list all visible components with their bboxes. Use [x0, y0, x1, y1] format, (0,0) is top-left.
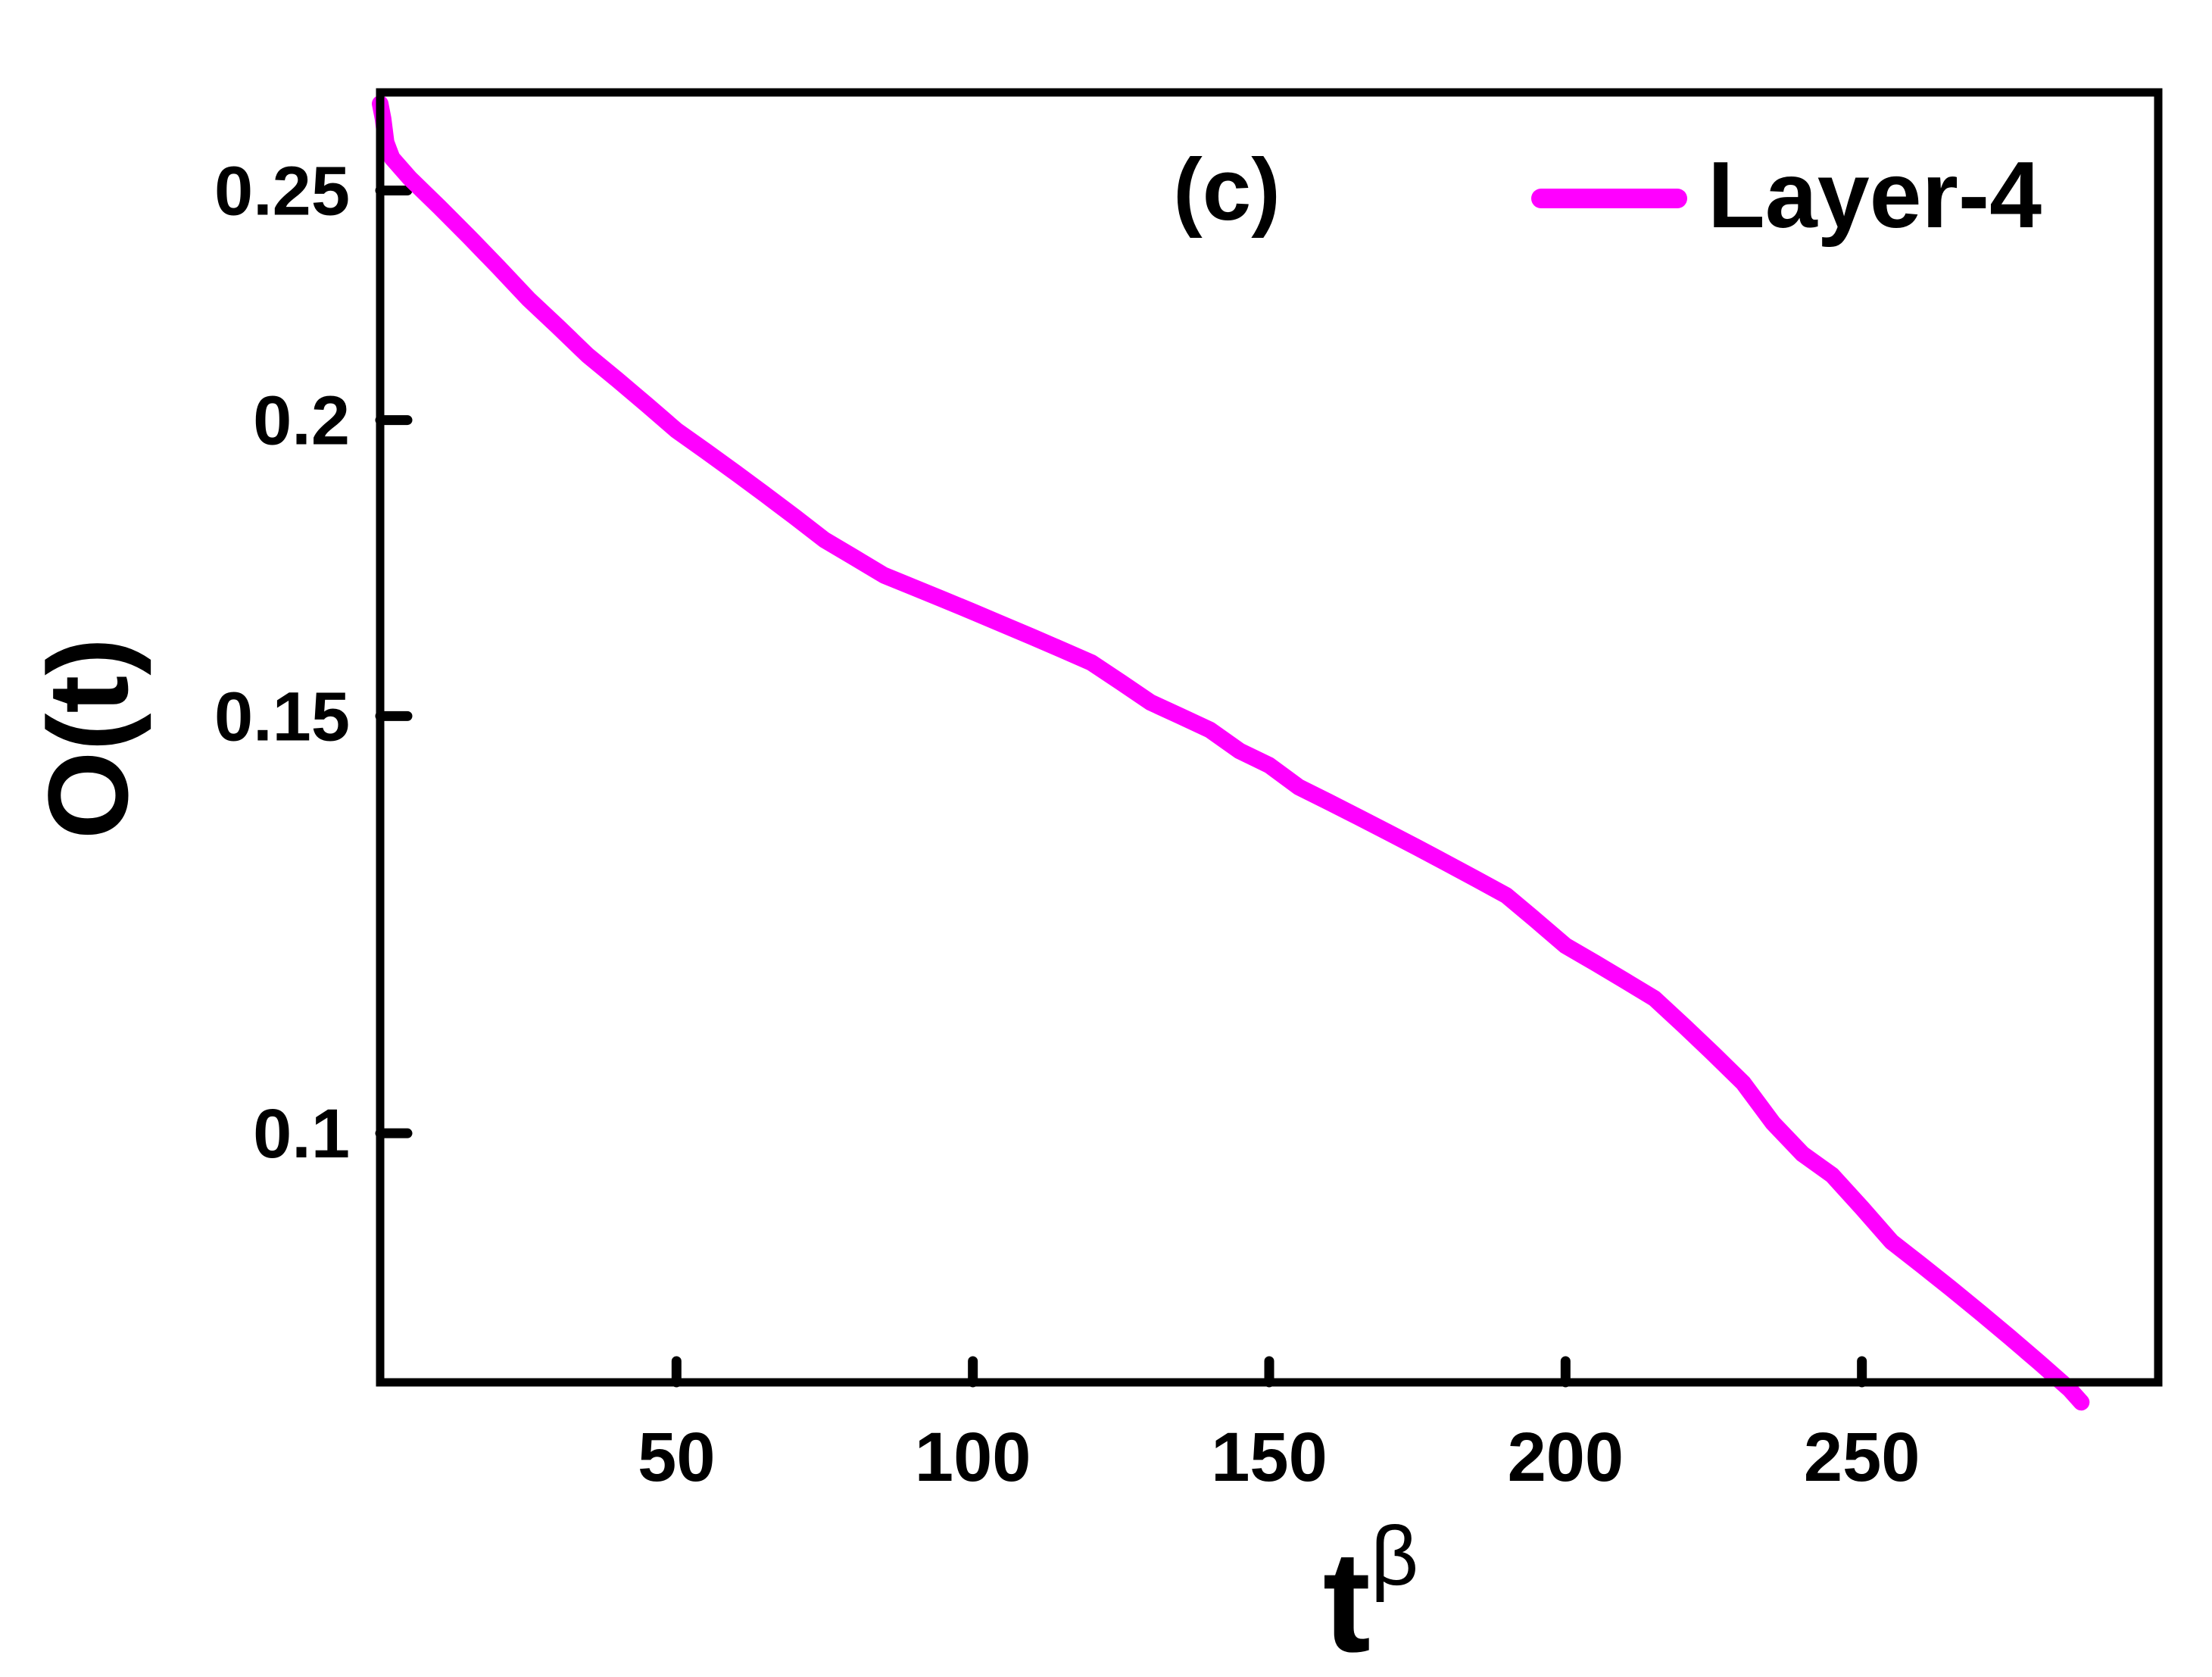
y-axis-title: O(t) — [24, 638, 151, 840]
y-tick-label: 0.15 — [214, 678, 350, 755]
x-tick-label: 200 — [1508, 1419, 1624, 1496]
x-tick-label: 50 — [638, 1419, 715, 1496]
y-tick-label: 0.1 — [253, 1095, 350, 1173]
x-axis-title: tβ — [1323, 1510, 1419, 1677]
legend-label: Layer-4 — [1708, 143, 2042, 248]
plot-frame — [376, 88, 2163, 1387]
series-line-layer-4 — [372, 95, 2090, 1411]
axis-tick-labels: 50 100 150 200 250 0.1 0.15 0.2 0.25 — [214, 152, 1920, 1496]
x-axis-title-base: t — [1323, 1522, 1371, 1677]
x-axis-title-superscript: β — [1371, 1510, 1418, 1603]
x-tick-label: 150 — [1211, 1419, 1328, 1496]
x-tick-label: 100 — [915, 1419, 1031, 1496]
y-tick-label: 0.25 — [214, 152, 350, 230]
legend: Layer-4 — [1531, 143, 2042, 248]
x-tick-label: 250 — [1804, 1419, 1920, 1496]
y-tick-label: 0.2 — [253, 383, 350, 460]
panel-label: (c) — [1173, 140, 1281, 239]
